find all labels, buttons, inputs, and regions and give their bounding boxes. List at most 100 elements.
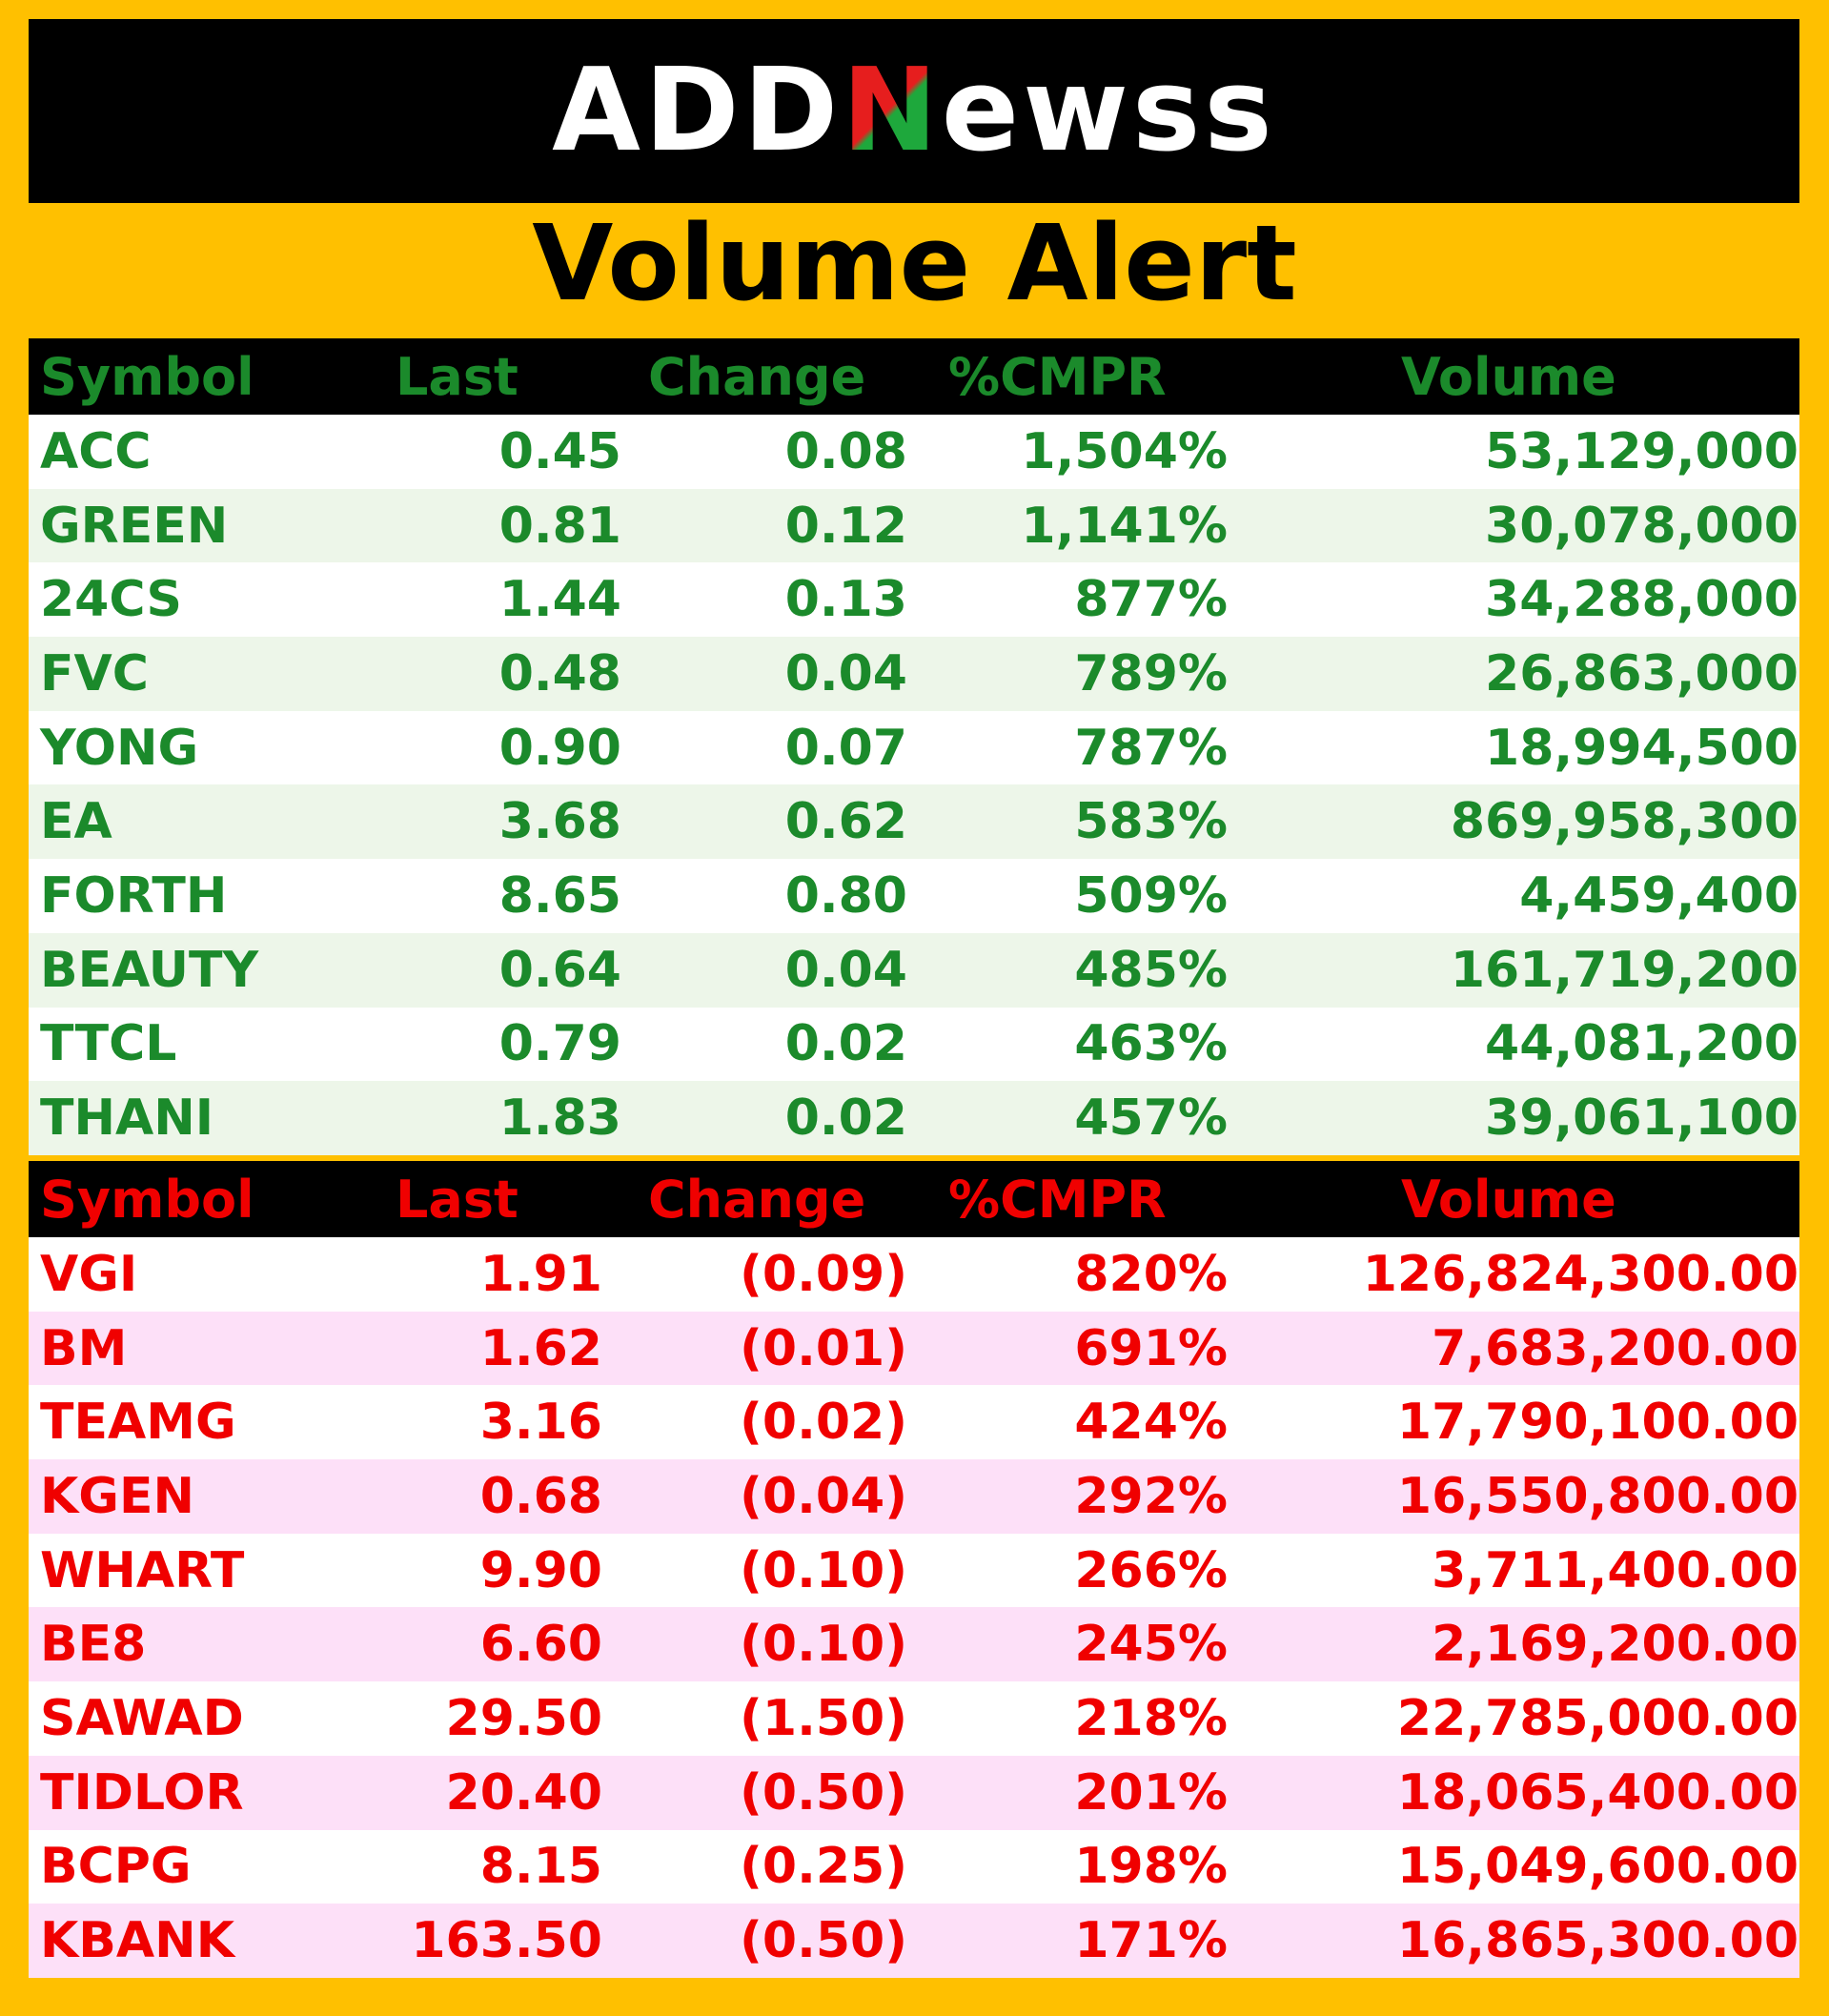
cell-change: 0.02 — [784, 1015, 907, 1073]
cell-volume: 18,065,400.00 — [1396, 1763, 1799, 1822]
table-row: TIDLOR 20.40 (0.50) 201% 18,065,400.00 — [29, 1755, 1799, 1830]
table-row: BEAUTY 0.64 0.04 485% 161,719,200 — [29, 932, 1799, 1008]
cell-change: 0.12 — [784, 497, 907, 555]
header-change: Change — [648, 1169, 866, 1230]
cell-symbol: VGI — [40, 1245, 138, 1303]
cell-symbol: GREEN — [40, 497, 229, 555]
cell-volume: 44,081,200 — [1485, 1015, 1799, 1073]
cell-change: 0.13 — [784, 571, 907, 629]
table-row: KGEN 0.68 (0.04) 292% 16,550,800.00 — [29, 1459, 1799, 1534]
table-row: TEAMG 3.16 (0.02) 424% 17,790,100.00 — [29, 1385, 1799, 1460]
cell-last: 9.90 — [479, 1541, 602, 1599]
table-row: KBANK 163.50 (0.50) 171% 16,865,300.00 — [29, 1904, 1799, 1978]
page-title: Volume Alert — [532, 202, 1297, 324]
cell-change: (1.50) — [740, 1689, 907, 1747]
cell-cmpr: 424% — [1074, 1394, 1228, 1452]
header-last: Last — [396, 346, 518, 407]
cell-volume: 16,865,300.00 — [1396, 1912, 1799, 1970]
cell-change: 0.04 — [784, 644, 907, 703]
cell-symbol: SAWAD — [40, 1689, 244, 1747]
header-volume: Volume — [1401, 1169, 1616, 1230]
cell-volume: 39,061,100 — [1485, 1089, 1799, 1148]
cell-last: 1.62 — [479, 1319, 602, 1377]
table-row: BCPG 8.15 (0.25) 198% 15,049,600.00 — [29, 1829, 1799, 1904]
cell-cmpr: 201% — [1074, 1763, 1228, 1822]
cell-symbol: FORTH — [40, 866, 228, 925]
cell-volume: 2,169,200.00 — [1432, 1616, 1799, 1674]
header-volume: Volume — [1401, 346, 1616, 407]
cell-change: (0.10) — [740, 1616, 907, 1674]
cell-last: 0.81 — [498, 497, 621, 555]
cell-volume: 26,863,000 — [1485, 644, 1799, 703]
cell-cmpr: 509% — [1074, 866, 1228, 925]
header-symbol: Symbol — [40, 1169, 254, 1230]
cell-volume: 7,683,200.00 — [1432, 1319, 1799, 1377]
cell-volume: 17,790,100.00 — [1396, 1394, 1799, 1452]
cell-volume: 15,049,600.00 — [1396, 1838, 1799, 1896]
table-row: 24CS 1.44 0.13 877% 34,288,000 — [29, 562, 1799, 638]
cell-volume: 126,824,300.00 — [1362, 1245, 1799, 1303]
losers-header-row: Symbol Last Change %CMPR Volume — [29, 1161, 1799, 1237]
cell-change: (0.50) — [740, 1912, 907, 1970]
cell-symbol: BM — [40, 1319, 128, 1377]
cell-volume: 30,078,000 — [1485, 497, 1799, 555]
cell-cmpr: 789% — [1074, 644, 1228, 703]
table-row: ACC 0.45 0.08 1,504% 53,129,000 — [29, 415, 1799, 489]
cell-change: 0.04 — [784, 941, 907, 999]
cell-volume: 869,958,300 — [1450, 793, 1799, 851]
cell-cmpr: 583% — [1074, 793, 1228, 851]
cell-change: 0.02 — [784, 1089, 907, 1148]
cell-symbol: ACC — [40, 422, 152, 480]
gainers-table: Symbol Last Change %CMPR Volume ACC 0.45 0.08 1,… — [29, 338, 1799, 1155]
header-cmpr: %CMPR — [948, 1169, 1167, 1230]
cell-change: (0.04) — [740, 1467, 907, 1525]
table-row: FVC 0.48 0.04 789% 26,863,000 — [29, 637, 1799, 711]
table-row: SAWAD 29.50 (1.50) 218% 22,785,000.00 — [29, 1681, 1799, 1756]
table-row: BM 1.62 (0.01) 691% 7,683,200.00 — [29, 1311, 1799, 1386]
cell-change: (0.01) — [740, 1319, 907, 1377]
cell-last: 8.15 — [479, 1838, 602, 1896]
cell-cmpr: 463% — [1074, 1015, 1228, 1073]
header-change: Change — [648, 346, 866, 407]
cell-last: 0.90 — [498, 719, 621, 777]
cell-change: (0.10) — [740, 1541, 907, 1599]
cell-symbol: THANI — [40, 1089, 214, 1148]
cell-cmpr: 691% — [1074, 1319, 1228, 1377]
cell-cmpr: 218% — [1074, 1689, 1228, 1747]
cell-change: 0.08 — [784, 422, 907, 480]
cell-volume: 4,459,400 — [1519, 866, 1799, 925]
table-row: THANI 1.83 0.02 457% 39,061,100 — [29, 1081, 1799, 1155]
table-row: GREEN 0.81 0.12 1,141% 30,078,000 — [29, 488, 1799, 563]
cell-volume: 3,711,400.00 — [1432, 1541, 1799, 1599]
cell-last: 1.91 — [479, 1245, 602, 1303]
table-row: FORTH 8.65 0.80 509% 4,459,400 — [29, 859, 1799, 933]
cell-last: 3.68 — [498, 793, 621, 851]
cell-cmpr: 292% — [1074, 1467, 1228, 1525]
cell-symbol: WHART — [40, 1541, 245, 1599]
header-last: Last — [396, 1169, 518, 1230]
cell-volume: 34,288,000 — [1485, 571, 1799, 629]
header-symbol: Symbol — [40, 346, 254, 407]
cell-last: 8.65 — [498, 866, 621, 925]
cell-cmpr: 485% — [1074, 941, 1228, 999]
cell-cmpr: 198% — [1074, 1838, 1228, 1896]
cell-last: 0.79 — [498, 1015, 621, 1073]
cell-symbol: YONG — [40, 719, 199, 777]
cell-symbol: TIDLOR — [40, 1763, 244, 1822]
cell-volume: 161,719,200 — [1450, 941, 1799, 999]
cell-change: (0.09) — [740, 1245, 907, 1303]
cell-last: 20.40 — [445, 1763, 602, 1822]
cell-symbol: BEAUTY — [40, 941, 259, 999]
cell-cmpr: 245% — [1074, 1616, 1228, 1674]
cell-last: 1.44 — [498, 571, 621, 629]
gainers-header-row: Symbol Last Change %CMPR Volume — [29, 338, 1799, 415]
cell-change: (0.50) — [740, 1763, 907, 1822]
cell-cmpr: 1,504% — [1021, 422, 1228, 480]
cell-change: 0.80 — [784, 866, 907, 925]
cell-cmpr: 266% — [1074, 1541, 1228, 1599]
cell-cmpr: 877% — [1074, 571, 1228, 629]
cell-symbol: EA — [40, 793, 112, 851]
table-row: VGI 1.91 (0.09) 820% 126,824,300.00 — [29, 1237, 1799, 1312]
cell-last: 29.50 — [445, 1689, 602, 1747]
cell-symbol: 24CS — [40, 571, 182, 629]
